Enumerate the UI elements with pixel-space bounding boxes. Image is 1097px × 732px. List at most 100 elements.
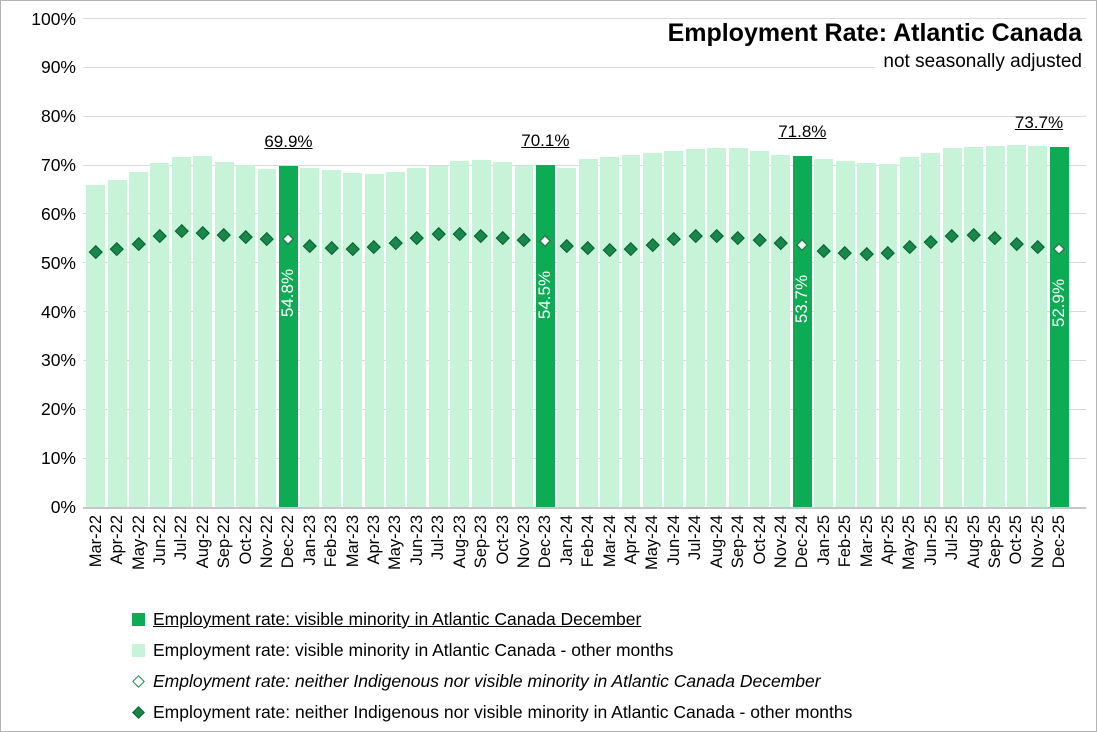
bar[interactable] — [257, 169, 277, 507]
bar[interactable] — [621, 154, 641, 507]
legend-square-light-icon — [132, 644, 145, 657]
x-tick-label: Jul-24 — [686, 515, 705, 560]
bar[interactable] — [771, 154, 791, 507]
bar[interactable] — [86, 184, 106, 507]
december-marker-value-label: 54.8% — [278, 269, 298, 318]
y-tick-label: 100% — [31, 8, 76, 29]
x-tick-label: Jun-22 — [150, 515, 169, 566]
december-marker-value-label: 54.5% — [535, 270, 555, 319]
bar[interactable] — [728, 147, 748, 507]
december-bar-value-label: 73.7% — [1014, 112, 1064, 132]
bar[interactable] — [642, 153, 662, 507]
y-gridline — [83, 18, 1086, 19]
legend-label: Employment rate: visible minority in Atl… — [153, 609, 642, 629]
y-tick-label: 40% — [40, 301, 76, 322]
x-tick-label: May-24 — [643, 515, 662, 571]
x-tick-label: Oct-22 — [236, 515, 255, 565]
x-tick-label: Feb-24 — [579, 515, 598, 568]
chart-title: Employment Rate: Atlantic Canada — [659, 19, 1084, 50]
legend-label: Employment rate: neither Indigenous nor … — [153, 671, 821, 691]
x-tick-label: Nov-23 — [514, 515, 533, 569]
bar[interactable] — [899, 157, 919, 507]
x-tick-label: Jun-25 — [921, 515, 940, 566]
y-tick-label: 60% — [40, 203, 76, 224]
bar[interactable] — [878, 163, 898, 507]
x-tick-label: Nov-22 — [258, 515, 276, 569]
bar[interactable] — [150, 163, 170, 507]
bar[interactable] — [214, 161, 234, 507]
bar[interactable] — [386, 171, 405, 507]
chart-legend: Employment rate: visible minority in Atl… — [132, 604, 852, 728]
bar[interactable] — [921, 152, 941, 507]
x-tick-label: Sep-22 — [215, 515, 234, 569]
x-tick-label: Apr-24 — [622, 515, 641, 565]
legend-item-3[interactable]: Employment rate: neither Indigenous nor … — [132, 697, 852, 728]
bar[interactable] — [471, 159, 491, 507]
bar[interactable] — [514, 166, 534, 507]
bar[interactable] — [835, 160, 855, 507]
bar[interactable] — [300, 167, 320, 507]
bar[interactable] — [985, 146, 1005, 507]
bar[interactable] — [450, 160, 470, 507]
y-tick-label: 50% — [40, 252, 76, 273]
x-tick-label: May-23 — [386, 515, 405, 571]
x-tick-label: Sep-23 — [472, 515, 491, 569]
x-tick-label: Jul-23 — [429, 515, 448, 560]
bar[interactable] — [321, 169, 341, 507]
x-tick-label: Aug-23 — [450, 515, 469, 569]
december-bar-value-label: 71.8% — [778, 122, 827, 142]
bar[interactable] — [1028, 145, 1048, 507]
december-bar-value-label: 69.9% — [264, 131, 313, 151]
y-tick-label: 90% — [40, 57, 76, 78]
x-tick-label: Nov-24 — [771, 515, 790, 569]
december-bar[interactable] — [278, 165, 298, 507]
bar[interactable] — [685, 148, 705, 507]
x-tick-label: Oct-25 — [1007, 515, 1026, 565]
y-tick-label: 80% — [40, 106, 76, 127]
bar[interactable] — [707, 147, 727, 507]
legend-item-0[interactable]: Employment rate: visible minority in Atl… — [132, 604, 852, 635]
bar[interactable] — [557, 167, 577, 507]
legend-item-1[interactable]: Employment rate: visible minority in Atl… — [132, 635, 852, 666]
bar[interactable] — [578, 159, 598, 507]
legend-item-2[interactable]: Employment rate: neither Indigenous nor … — [132, 666, 852, 697]
x-tick-label: Apr-23 — [365, 515, 384, 565]
december-marker-value-label: 52.9% — [1049, 278, 1069, 327]
bar[interactable] — [600, 157, 620, 507]
x-tick-label: Sep-24 — [729, 515, 748, 569]
bar[interactable] — [129, 172, 148, 507]
bar[interactable] — [857, 162, 877, 507]
bar[interactable] — [750, 150, 769, 507]
bar[interactable] — [493, 161, 512, 507]
bar[interactable] — [964, 146, 984, 507]
bar[interactable] — [107, 180, 127, 507]
december-bar[interactable] — [535, 164, 555, 507]
december-bar[interactable] — [1049, 146, 1069, 507]
bar[interactable] — [942, 148, 962, 507]
x-tick-label: Mar-22 — [86, 515, 105, 568]
bar[interactable] — [343, 172, 363, 507]
bar[interactable] — [171, 156, 191, 507]
bar[interactable] — [428, 165, 448, 507]
x-tick-label: Jan-24 — [557, 515, 576, 566]
x-tick-label: Dec-22 — [279, 515, 298, 569]
bar[interactable] — [193, 155, 213, 507]
y-gridline — [83, 66, 1086, 68]
december-bar-value-label: 70.1% — [521, 130, 570, 150]
bar[interactable] — [364, 173, 384, 507]
bar[interactable] — [664, 151, 684, 507]
x-tick-label: Mar-25 — [857, 515, 876, 568]
bar[interactable] — [814, 158, 834, 507]
bar[interactable] — [236, 165, 256, 507]
x-tick-label: Dec-25 — [1050, 515, 1069, 569]
bar[interactable] — [407, 168, 427, 507]
x-tick-label: Oct-23 — [493, 515, 512, 565]
x-tick-label: Dec-24 — [793, 515, 812, 569]
x-tick-label: Aug-22 — [193, 515, 212, 569]
december-marker-value-label: 53.7% — [792, 274, 812, 323]
legend-diamond-hollow-icon — [132, 675, 145, 688]
x-tick-label: Mar-23 — [343, 515, 362, 568]
x-tick-label: Oct-24 — [750, 515, 769, 565]
bar[interactable] — [1007, 145, 1026, 507]
